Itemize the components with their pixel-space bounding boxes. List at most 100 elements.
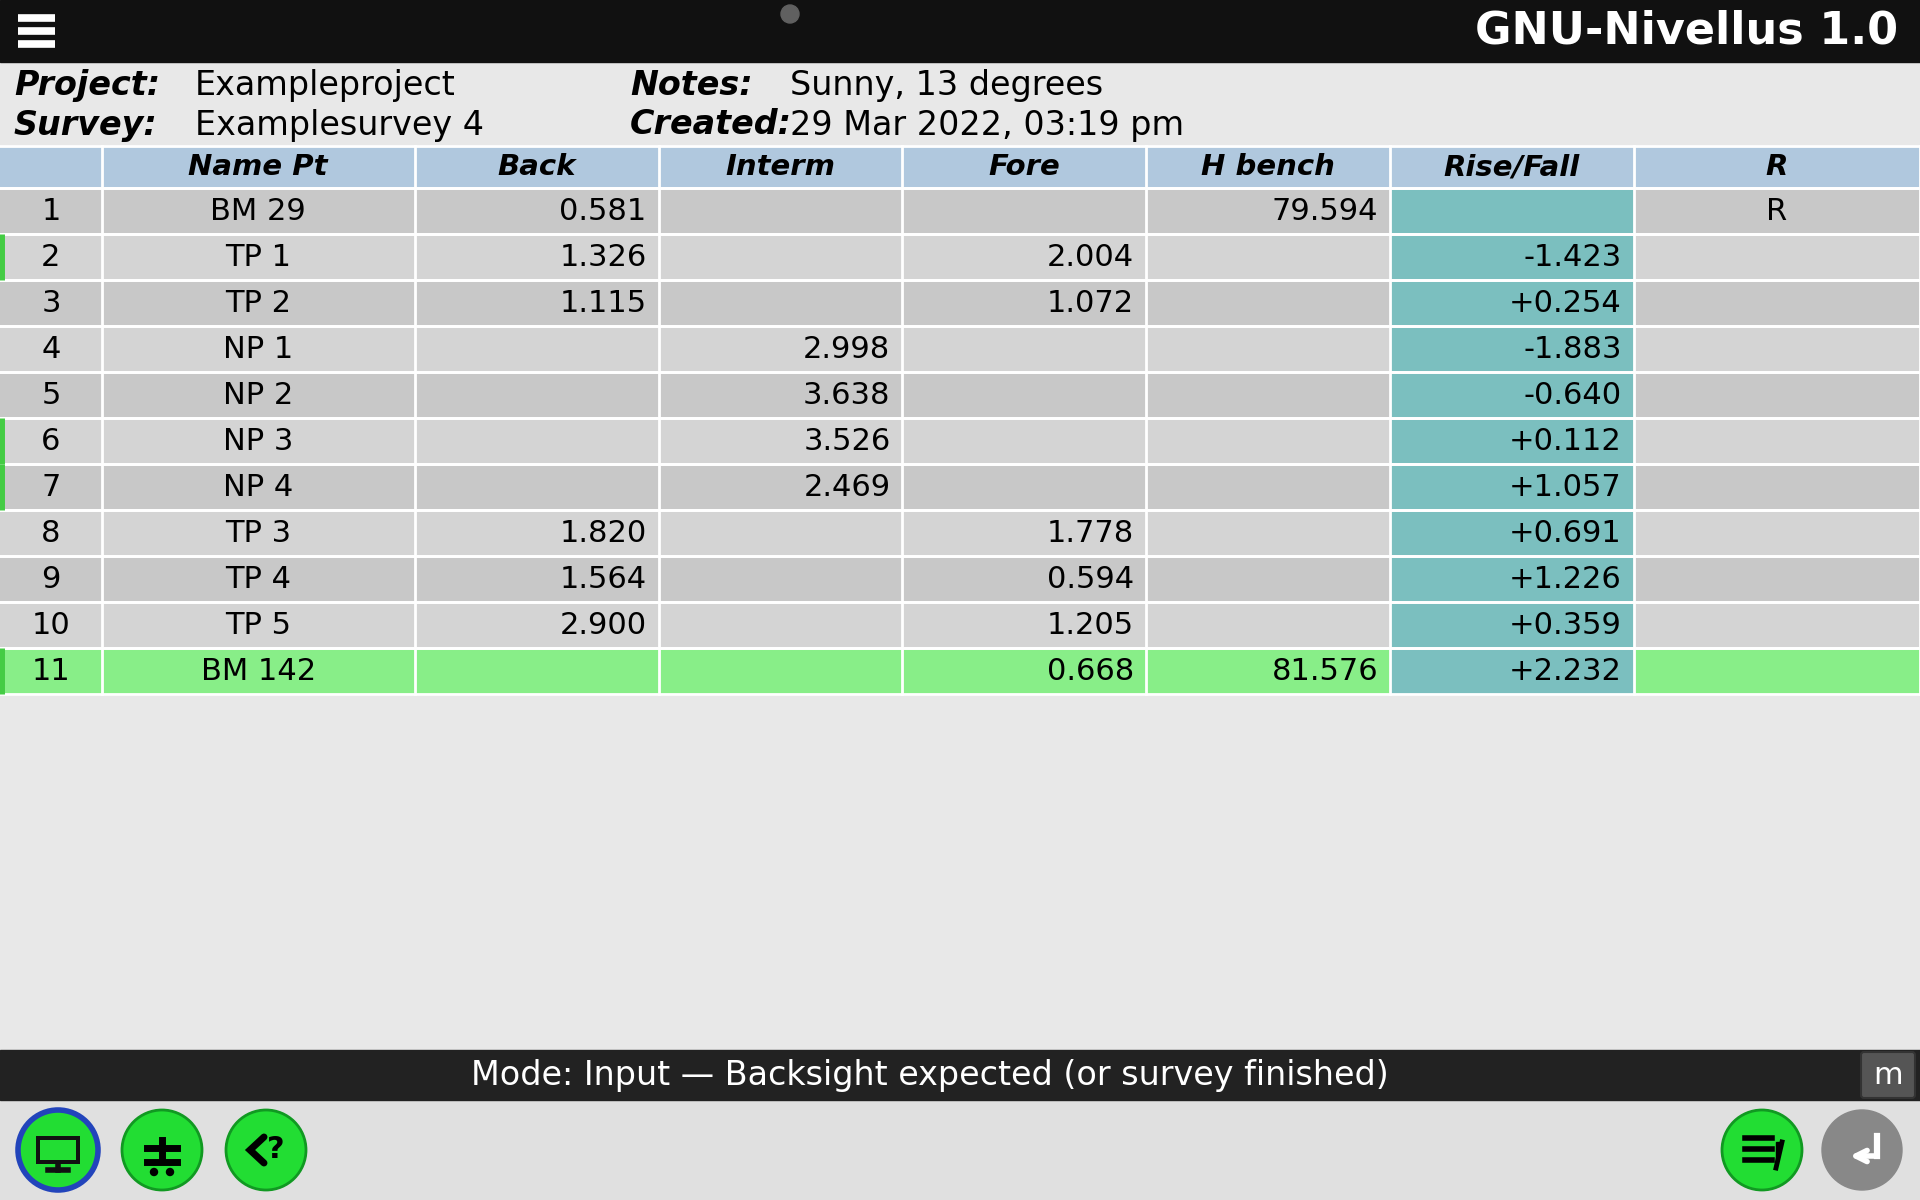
Bar [902, 602, 1146, 648]
Bar [1390, 556, 1634, 602]
Text: 10: 10 [31, 611, 71, 640]
Bar [1634, 464, 1920, 510]
Text: Project:: Project: [13, 70, 159, 102]
Bar [1146, 234, 1390, 280]
Text: 1.564: 1.564 [559, 564, 647, 594]
Text: R: R [1766, 197, 1788, 226]
Text: 1.072: 1.072 [1046, 288, 1135, 318]
Text: 3.638: 3.638 [803, 380, 891, 409]
Circle shape [123, 1110, 202, 1190]
Circle shape [1822, 1110, 1903, 1190]
Bar [659, 602, 902, 648]
Circle shape [150, 1169, 157, 1176]
Bar [1634, 326, 1920, 372]
Bar [902, 464, 1146, 510]
Text: 2.004: 2.004 [1046, 242, 1135, 271]
Bar [102, 280, 415, 326]
Bar [415, 648, 659, 694]
Text: TP 2: TP 2 [225, 288, 292, 318]
Text: 0.581: 0.581 [559, 197, 647, 226]
Bar [902, 418, 1146, 464]
Bar [902, 372, 1146, 418]
Bar [415, 418, 659, 464]
Bar [1146, 510, 1390, 556]
Text: TP 3: TP 3 [225, 518, 292, 547]
Text: H bench: H bench [1202, 152, 1334, 181]
Text: NP 4: NP 4 [223, 473, 294, 502]
Bar [415, 510, 659, 556]
Bar [1634, 372, 1920, 418]
Text: Notes:: Notes: [630, 70, 753, 102]
Bar [102, 326, 415, 372]
Text: 1.115: 1.115 [559, 288, 647, 318]
Text: 9: 9 [40, 564, 61, 594]
Text: 3: 3 [40, 288, 61, 318]
Text: 11: 11 [31, 656, 71, 685]
Bar [102, 464, 415, 510]
Text: +0.112: +0.112 [1509, 426, 1622, 456]
Bar [1390, 418, 1634, 464]
Text: NP 1: NP 1 [223, 335, 294, 364]
Text: TP 4: TP 4 [225, 564, 292, 594]
Bar [1390, 648, 1634, 694]
Text: -0.640: -0.640 [1524, 380, 1622, 409]
Bar [0, 234, 102, 280]
Bar [1390, 188, 1634, 234]
Text: NP 3: NP 3 [223, 426, 294, 456]
Bar [1634, 234, 1920, 280]
Text: ?: ? [267, 1134, 284, 1164]
Bar [1390, 464, 1634, 510]
Bar [1146, 188, 1390, 234]
Bar [415, 326, 659, 372]
Bar [0, 464, 102, 510]
Bar [40, 1140, 77, 1160]
Text: +0.254: +0.254 [1509, 288, 1622, 318]
Text: +1.057: +1.057 [1509, 473, 1622, 502]
Bar [659, 280, 902, 326]
Text: -1.883: -1.883 [1523, 335, 1622, 364]
Bar [1390, 326, 1634, 372]
Bar [0, 372, 102, 418]
Text: 3.526: 3.526 [803, 426, 891, 456]
Bar [1634, 510, 1920, 556]
Bar [415, 280, 659, 326]
Bar [102, 418, 415, 464]
Bar [1634, 602, 1920, 648]
Text: 1: 1 [40, 197, 61, 226]
Text: Examplesurvey 4: Examplesurvey 4 [196, 108, 484, 142]
Circle shape [167, 1169, 173, 1176]
Bar [902, 326, 1146, 372]
Bar [1146, 418, 1390, 464]
Text: -1.423: -1.423 [1524, 242, 1622, 271]
Bar [0, 1100, 1920, 1200]
Bar [659, 648, 902, 694]
Bar [0, 556, 102, 602]
Text: Survey:: Survey: [13, 108, 157, 142]
Bar [659, 372, 902, 418]
Bar [415, 372, 659, 418]
Bar [659, 234, 902, 280]
Text: 1.778: 1.778 [1046, 518, 1135, 547]
Bar [1146, 602, 1390, 648]
Bar [902, 648, 1146, 694]
Bar [1390, 234, 1634, 280]
Bar [415, 556, 659, 602]
Text: 1.326: 1.326 [559, 242, 647, 271]
Text: Sunny, 13 degrees: Sunny, 13 degrees [789, 70, 1104, 102]
Bar [0, 418, 102, 464]
Text: +0.691: +0.691 [1509, 518, 1622, 547]
Bar [1390, 372, 1634, 418]
Bar [0, 602, 102, 648]
Text: 29 Mar 2022, 03:19 pm: 29 Mar 2022, 03:19 pm [789, 108, 1185, 142]
Text: 2.998: 2.998 [803, 335, 891, 364]
Bar [0, 280, 102, 326]
Bar [659, 556, 902, 602]
Bar [102, 648, 415, 694]
Bar [1146, 464, 1390, 510]
Bar [659, 418, 902, 464]
Bar [902, 556, 1146, 602]
Text: Mode: Input — Backsight expected (or survey finished): Mode: Input — Backsight expected (or sur… [470, 1058, 1388, 1092]
Text: 0.668: 0.668 [1046, 656, 1135, 685]
FancyBboxPatch shape [1860, 1052, 1914, 1098]
Text: Rise/Fall: Rise/Fall [1444, 152, 1580, 181]
